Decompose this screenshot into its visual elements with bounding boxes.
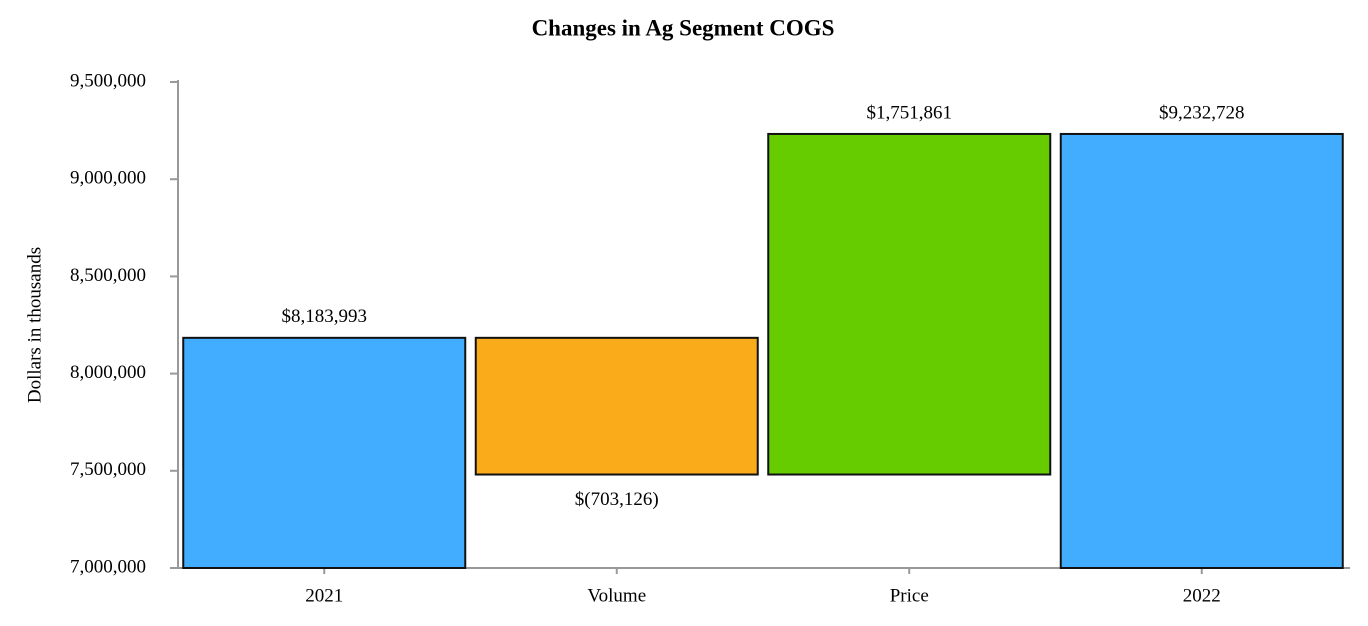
y-tick-label: 9,500,000 xyxy=(70,70,146,91)
chart-title: Changes in Ag Segment COGS xyxy=(532,15,835,40)
y-axis-label: Dollars in thousands xyxy=(24,247,45,403)
bar xyxy=(182,336,467,569)
y-tick-label: 7,000,000 xyxy=(70,556,146,577)
bar xyxy=(767,132,1052,476)
y-tick-label: 8,000,000 xyxy=(70,362,146,383)
x-tick-label: Volume xyxy=(587,585,646,606)
y-tick-label: 7,500,000 xyxy=(70,459,146,480)
y-tick-label: 9,000,000 xyxy=(70,168,146,189)
x-tick-label: 2021 xyxy=(305,585,343,606)
bar xyxy=(474,336,759,476)
value-label: $(703,126) xyxy=(575,489,659,510)
value-label: $8,183,993 xyxy=(282,306,368,327)
y-tick-label: 8,500,000 xyxy=(70,265,146,286)
value-label: $1,751,861 xyxy=(867,102,953,123)
value-label: $9,232,728 xyxy=(1159,102,1245,123)
bar xyxy=(1059,132,1344,569)
x-tick-label: Price xyxy=(890,585,929,606)
x-tick-label: 2022 xyxy=(1183,585,1221,606)
